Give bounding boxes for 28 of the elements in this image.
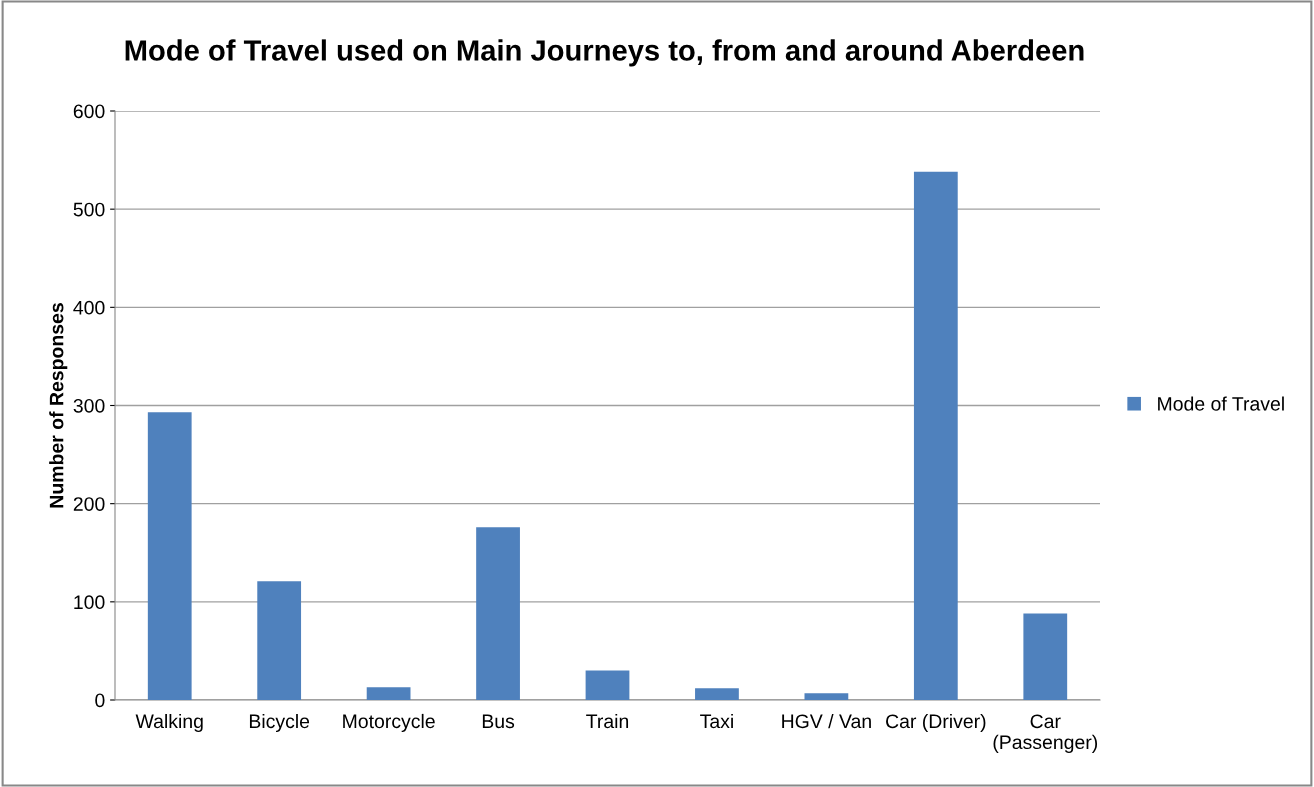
x-tick-label: Bus — [482, 714, 515, 729]
x-tick-label: Car (Passenger) — [993, 714, 1098, 753]
bar — [257, 581, 302, 700]
x-tick-label: Taxi — [700, 713, 733, 729]
y-tick-label: 200 — [73, 497, 105, 511]
y-tick-label: 600 — [73, 104, 105, 119]
x-tick-label: Bicycle — [249, 713, 310, 733]
y-tick-label: 0 — [95, 693, 105, 708]
bar — [804, 693, 849, 700]
x-tick-label: Car (Driver) — [886, 713, 986, 733]
y-tick-label: 400 — [73, 300, 105, 315]
legend-label: Mode of Travel — [1158, 396, 1284, 411]
bar — [695, 688, 739, 700]
x-tick-label: Walking — [135, 713, 203, 733]
bar — [147, 412, 192, 700]
y-tick-label: 500 — [73, 202, 105, 217]
x-tick-label: Motorcycle — [343, 713, 435, 733]
bar — [476, 527, 520, 700]
y-tick-label: 300 — [73, 398, 105, 413]
x-tick-label: HGV / Van — [782, 713, 871, 729]
bar — [1023, 613, 1068, 700]
y-tick-label: 100 — [74, 595, 105, 610]
bar — [585, 670, 630, 700]
x-tick-label: Train — [586, 713, 629, 729]
bar — [366, 687, 411, 700]
y-axis-title: Number of Responses — [49, 303, 68, 508]
chart-title: Mode of Travel used on Main Journeys to, from and around Aberdeen — [125, 39, 1084, 67]
bar — [913, 171, 958, 700]
